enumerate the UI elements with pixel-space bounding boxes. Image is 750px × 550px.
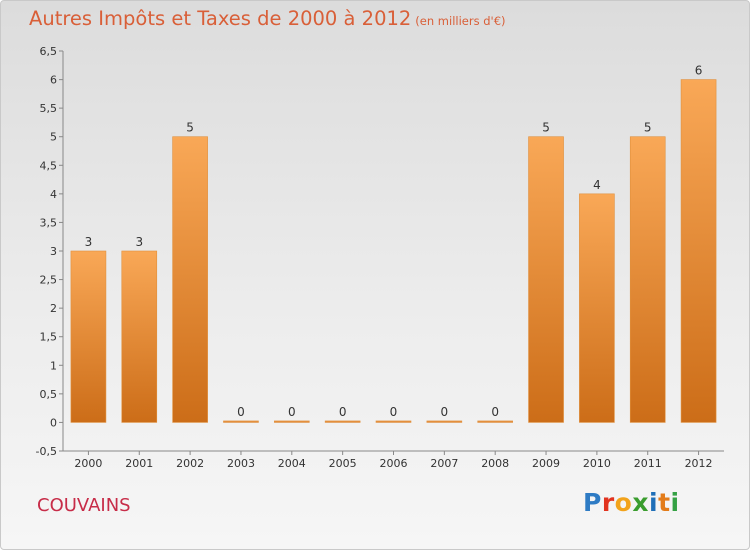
y-tick-label: 5,5	[40, 102, 58, 115]
y-tick-label: 3	[50, 245, 57, 258]
bar-2007	[426, 420, 463, 423]
value-label-2007: 0	[441, 405, 449, 419]
chart-title-text: Autres Impôts et Taxes de 2000 à 2012	[29, 7, 412, 30]
y-tick-label: 2,5	[40, 274, 58, 287]
y-tick-label: 2	[50, 302, 57, 315]
bar-2012	[680, 79, 717, 423]
value-label-2002: 5	[186, 121, 194, 135]
bar-2009	[528, 136, 564, 423]
x-tick-label-2011: 2011	[634, 457, 662, 470]
y-tick-label: 1,5	[40, 331, 58, 344]
x-tick-label-2000: 2000	[74, 457, 102, 470]
proxiti-logo: Proxiti	[583, 488, 680, 517]
value-label-2004: 0	[288, 405, 296, 419]
x-tick-label-2005: 2005	[329, 457, 357, 470]
chart-bars	[70, 79, 717, 423]
bar-2002	[172, 136, 208, 423]
x-tick-label-2007: 2007	[430, 457, 458, 470]
bar-2008	[477, 420, 513, 423]
y-tick-label: 3,5	[40, 216, 58, 229]
value-label-2010: 4	[593, 178, 601, 192]
bar-2006	[375, 420, 412, 423]
x-tick-label-2010: 2010	[583, 457, 611, 470]
bar-2000	[70, 250, 107, 423]
y-tick-label: 6,5	[40, 45, 58, 58]
y-tick-label: -0,5	[36, 445, 57, 458]
bar-2004	[274, 420, 310, 423]
y-tick-label: 1	[50, 359, 57, 372]
bar-2003	[223, 420, 259, 423]
y-tick-label: 0	[50, 416, 57, 429]
value-label-2000: 3	[85, 235, 93, 249]
bar-2011	[629, 136, 666, 423]
value-label-2005: 0	[339, 405, 347, 419]
value-label-2011: 5	[644, 121, 652, 135]
value-label-2006: 0	[390, 405, 398, 419]
chart-labels: 3 3 5 0 0 0 0 0 0 5 4 5 6	[85, 64, 703, 419]
y-tick-label: 0,5	[40, 388, 58, 401]
x-tick-label-2006: 2006	[380, 457, 408, 470]
bar-2001	[121, 250, 158, 423]
y-tick-label: 4,5	[40, 159, 58, 172]
value-label-2003: 0	[237, 405, 245, 419]
chart-title-unit: (en milliers d'€)	[415, 14, 506, 28]
bar-2005	[324, 420, 361, 423]
y-tick-label: 6	[50, 74, 57, 87]
x-tick-label-2012: 2012	[685, 457, 713, 470]
value-label-2001: 3	[135, 235, 143, 249]
x-tick-label-2003: 2003	[227, 457, 255, 470]
x-tick-label-2004: 2004	[278, 457, 306, 470]
value-label-2008: 0	[491, 405, 499, 419]
y-tick-label: 5	[50, 131, 57, 144]
commune-name: COUVAINS	[37, 495, 131, 516]
chart-axes: -0,5 0 0,5 1 1,5 2 2,5 3 3,5 4 4,5 5 5,5 6 6,5 2000 2001…	[36, 45, 724, 470]
bar-2010	[579, 193, 615, 423]
value-label-2012: 6	[695, 64, 703, 78]
chart-title: Autres Impôts et Taxes de 2000 à 2012 (en…	[29, 7, 506, 30]
x-tick-label-2002: 2002	[176, 457, 204, 470]
x-tick-label-2001: 2001	[125, 457, 153, 470]
x-tick-label-2008: 2008	[481, 457, 509, 470]
value-label-2009: 5	[542, 121, 550, 135]
x-tick-label-2009: 2009	[532, 457, 560, 470]
y-tick-label: 4	[50, 188, 57, 201]
